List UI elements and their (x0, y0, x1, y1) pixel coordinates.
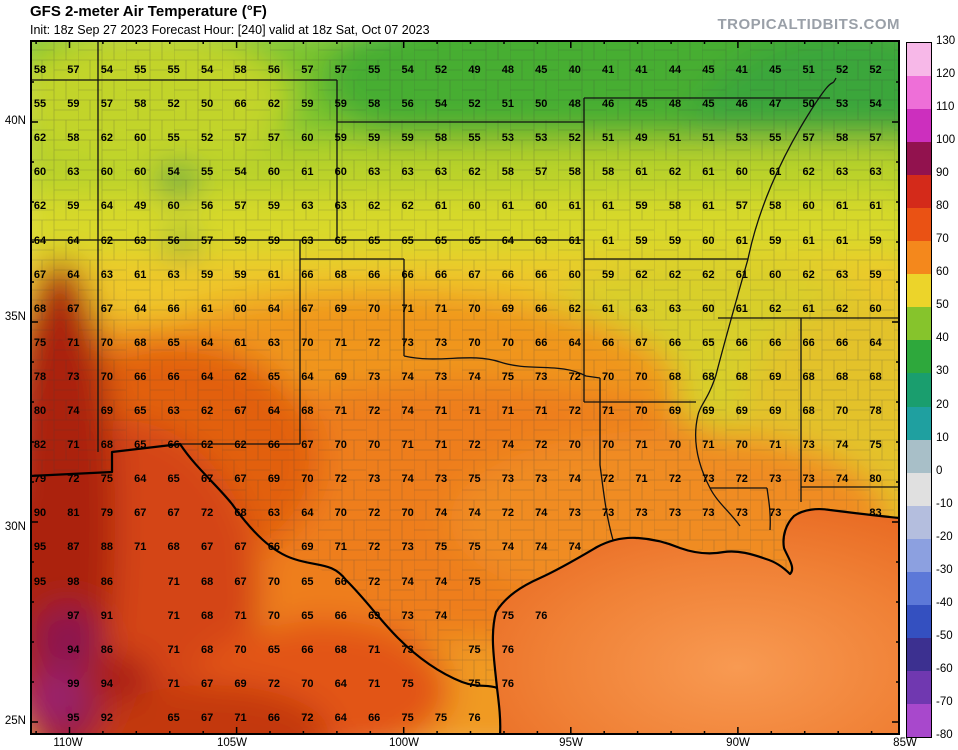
colorbar-segment (907, 406, 931, 440)
lon-label: 105W (216, 737, 248, 749)
colorbar-segment (907, 373, 931, 407)
page-title: GFS 2-meter Air Temperature (°F) (30, 3, 267, 20)
colorbar-tick-label: 120 (936, 68, 956, 81)
colorbar-tick-label: -60 (936, 662, 953, 675)
coastline-and-border (30, 442, 900, 735)
colorbar-tick-label: -20 (936, 530, 953, 543)
map-area: 58 57 54 55 55 54 58 56 57 57 55 54 52 49 48 45 40 41 41 44… (30, 40, 900, 735)
weather-map (30, 40, 900, 735)
colorbar-segment (907, 637, 931, 671)
colorbar-tick-label: 110 (936, 101, 955, 114)
colorbar-tick-label: -70 (936, 695, 953, 708)
colorbar-segment (907, 76, 931, 110)
colorbar-tick-label: 20 (936, 398, 949, 411)
colorbar-segment (907, 340, 931, 374)
lon-label: 100W (388, 737, 420, 749)
colorbar-tick-label: 10 (936, 431, 949, 444)
colorbar-segment (907, 472, 931, 506)
colorbar-segment (907, 307, 931, 341)
colorbar-tick-label: 80 (936, 200, 949, 213)
init-forecast-valid-line: Init: 18z Sep 27 2023 Forecast Hour: [24… (30, 23, 430, 37)
lat-label: 40N (4, 115, 26, 127)
colorbar-tick-label: -40 (936, 596, 953, 609)
lon-label: 95W (559, 737, 583, 749)
colorbar-tick-label: -10 (936, 497, 953, 510)
colorbar-segment (907, 109, 931, 143)
lat-label: 35N (4, 311, 26, 323)
lat-label: 30N (4, 521, 26, 533)
colorbar-segment (907, 538, 931, 572)
colorbar-tick-label: -50 (936, 629, 953, 642)
colorbar-segment (907, 43, 931, 77)
colorbar-labels: 130 120 110 100 90 80 70 60 50 40 30 20 10 0 -10 -20 -30… (936, 35, 958, 741)
colorbar-tick-label: 70 (936, 233, 949, 246)
colorbar-tick-label: 0 (936, 464, 943, 477)
tropicaltidbits-watermark: TROPICALTIDBITS.COM (717, 16, 900, 33)
gulf-of-mexico (492, 509, 900, 735)
lon-label: 85W (893, 737, 917, 749)
colorbar (906, 42, 932, 738)
colorbar-tick-label: 100 (936, 134, 956, 147)
colorbar-segment (907, 703, 931, 737)
lon-label: 110W (53, 737, 83, 749)
lon-label: 90W (726, 737, 750, 749)
colorbar-segment (907, 274, 931, 308)
colorbar-segment (907, 439, 931, 473)
colorbar-segment (907, 571, 931, 605)
colorbar-segment (907, 241, 931, 275)
colorbar-tick-label: 90 (936, 167, 949, 180)
colorbar-tick-label: 60 (936, 266, 949, 279)
colorbar-segment (907, 208, 931, 242)
colorbar-tick-label: 50 (936, 299, 949, 312)
colorbar-segment (907, 142, 931, 176)
lat-label: 25N (4, 715, 26, 727)
colorbar-tick-label: -30 (936, 563, 953, 576)
state-boundaries (30, 40, 900, 541)
map-frame (30, 40, 900, 735)
colorbar-segment (907, 175, 931, 209)
colorbar-tick-label: 40 (936, 332, 949, 345)
colorbar-segment (907, 604, 931, 638)
colorbar-tick-label: 130 (936, 35, 956, 47)
colorbar-segment (907, 505, 931, 539)
colorbar-segment (907, 670, 931, 704)
colorbar-tick-label: -80 (936, 729, 953, 741)
colorbar-tick-label: 30 (936, 365, 949, 378)
